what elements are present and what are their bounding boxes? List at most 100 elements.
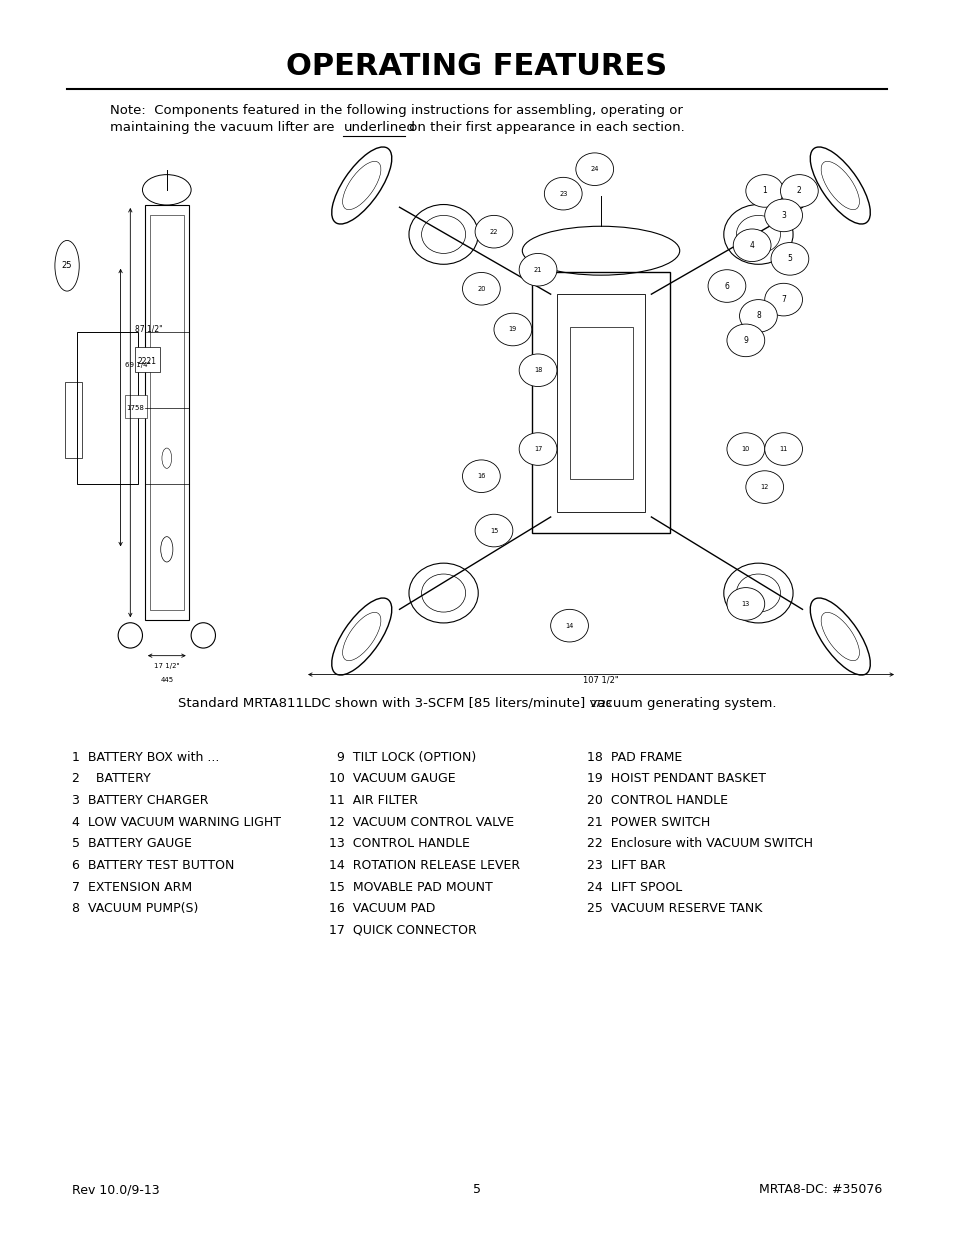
Text: 5: 5 bbox=[473, 1183, 480, 1197]
Text: 7: 7 bbox=[781, 295, 785, 304]
Text: 2728: 2728 bbox=[590, 700, 611, 709]
Text: maintaining the vacuum lifter are: maintaining the vacuum lifter are bbox=[110, 121, 338, 135]
Text: 3  BATTERY CHARGER: 3 BATTERY CHARGER bbox=[71, 794, 208, 808]
Text: 14  ROTATION RELEASE LEVER: 14 ROTATION RELEASE LEVER bbox=[329, 860, 519, 872]
Bar bbox=[126, 395, 147, 417]
Text: 9: 9 bbox=[742, 336, 747, 345]
Text: OPERATING FEATURES: OPERATING FEATURES bbox=[286, 52, 667, 80]
Text: 22  Enclosure with VACUUM SWITCH: 22 Enclosure with VACUUM SWITCH bbox=[586, 837, 812, 851]
Circle shape bbox=[745, 471, 782, 504]
Text: 17 1/2": 17 1/2" bbox=[153, 663, 179, 669]
Circle shape bbox=[544, 178, 581, 210]
Circle shape bbox=[733, 228, 770, 262]
Circle shape bbox=[726, 432, 764, 466]
Text: 25: 25 bbox=[62, 262, 72, 270]
Text: 20  CONTROL HANDLE: 20 CONTROL HANDLE bbox=[586, 794, 727, 808]
Text: 25  VACUUM RESERVE TANK: 25 VACUUM RESERVE TANK bbox=[586, 902, 761, 915]
Text: 69 1/4": 69 1/4" bbox=[126, 362, 151, 368]
Bar bbox=[569, 327, 632, 479]
Circle shape bbox=[55, 241, 79, 291]
Text: 12: 12 bbox=[760, 484, 768, 490]
Circle shape bbox=[475, 514, 513, 547]
Text: on their first appearance in each section.: on their first appearance in each sectio… bbox=[405, 121, 684, 135]
Point bbox=[399, 128, 411, 143]
Bar bbox=[65, 383, 82, 458]
Text: 2: 2 bbox=[796, 186, 801, 195]
Text: 8: 8 bbox=[756, 311, 760, 320]
Text: 445: 445 bbox=[160, 677, 173, 683]
Circle shape bbox=[494, 314, 531, 346]
Text: 16  VACUUM PAD: 16 VACUUM PAD bbox=[329, 902, 436, 915]
Circle shape bbox=[462, 273, 499, 305]
Text: 3: 3 bbox=[781, 211, 785, 220]
Text: 12  VACUUM CONTROL VALVE: 12 VACUUM CONTROL VALVE bbox=[329, 815, 514, 829]
Text: 19: 19 bbox=[508, 326, 517, 332]
Text: 24: 24 bbox=[590, 167, 598, 172]
Text: 16: 16 bbox=[476, 473, 485, 479]
Circle shape bbox=[462, 459, 499, 493]
Text: 18: 18 bbox=[534, 367, 541, 373]
Text: 23  LIFT BAR: 23 LIFT BAR bbox=[586, 860, 665, 872]
Text: 6: 6 bbox=[723, 282, 729, 290]
Text: 1758: 1758 bbox=[127, 405, 145, 410]
Text: 107 1/2": 107 1/2" bbox=[582, 676, 618, 684]
Text: 15: 15 bbox=[489, 527, 497, 534]
Circle shape bbox=[764, 199, 801, 232]
Circle shape bbox=[707, 269, 745, 303]
Text: 11  AIR FILTER: 11 AIR FILTER bbox=[329, 794, 417, 808]
Bar bbox=[557, 294, 644, 511]
Text: 6  BATTERY TEST BUTTON: 6 BATTERY TEST BUTTON bbox=[71, 860, 233, 872]
Bar bbox=[531, 273, 670, 534]
Bar bbox=[550, 693, 644, 715]
Text: 15  MOVABLE PAD MOUNT: 15 MOVABLE PAD MOUNT bbox=[329, 881, 493, 894]
Circle shape bbox=[770, 242, 808, 275]
Text: 13  CONTROL HANDLE: 13 CONTROL HANDLE bbox=[329, 837, 470, 851]
Text: 23: 23 bbox=[558, 190, 567, 196]
Bar bbox=[135, 347, 159, 372]
Text: 20: 20 bbox=[476, 285, 485, 291]
Text: underlined: underlined bbox=[343, 121, 415, 135]
Circle shape bbox=[726, 588, 764, 620]
Text: 5: 5 bbox=[786, 254, 792, 263]
Circle shape bbox=[764, 432, 801, 466]
Text: 14: 14 bbox=[565, 622, 573, 629]
Text: 87 1/2": 87 1/2" bbox=[135, 325, 163, 333]
Circle shape bbox=[550, 609, 588, 642]
Text: 18  PAD FRAME: 18 PAD FRAME bbox=[586, 751, 681, 764]
Text: 13: 13 bbox=[740, 601, 749, 606]
Text: 8  VACUUM PUMP(S): 8 VACUUM PUMP(S) bbox=[71, 902, 197, 915]
Text: 2221: 2221 bbox=[137, 357, 156, 367]
Text: 10: 10 bbox=[740, 446, 749, 452]
Circle shape bbox=[576, 153, 613, 185]
Text: 22: 22 bbox=[489, 228, 497, 235]
Text: Standard MRTA811LDC shown with 3-SCFM [85 liters/minute] vacuum generating syste: Standard MRTA811LDC shown with 3-SCFM [8… bbox=[177, 697, 776, 710]
Circle shape bbox=[764, 283, 801, 316]
Circle shape bbox=[518, 354, 557, 387]
Bar bbox=[76, 332, 137, 484]
Text: 21: 21 bbox=[534, 267, 541, 273]
Text: 4  LOW VACUUM WARNING LIGHT: 4 LOW VACUUM WARNING LIGHT bbox=[71, 815, 280, 829]
Circle shape bbox=[518, 432, 557, 466]
Text: 24  LIFT SPOOL: 24 LIFT SPOOL bbox=[586, 881, 681, 894]
Text: 19  HOIST PENDANT BASKET: 19 HOIST PENDANT BASKET bbox=[586, 773, 765, 785]
Text: 21  POWER SWITCH: 21 POWER SWITCH bbox=[586, 815, 709, 829]
Text: 1: 1 bbox=[761, 186, 766, 195]
Bar bbox=[157, 669, 176, 689]
Circle shape bbox=[518, 253, 557, 287]
Circle shape bbox=[739, 300, 777, 332]
Circle shape bbox=[780, 174, 818, 207]
Text: 10  VACUUM GAUGE: 10 VACUUM GAUGE bbox=[329, 773, 456, 785]
Text: 9  TILT LOCK (OPTION): 9 TILT LOCK (OPTION) bbox=[329, 751, 476, 764]
Bar bbox=[145, 205, 189, 620]
Text: Rev 10.0/9-13: Rev 10.0/9-13 bbox=[71, 1183, 159, 1197]
Text: 5  BATTERY GAUGE: 5 BATTERY GAUGE bbox=[71, 837, 192, 851]
Text: Note:  Components featured in the following instructions for assembling, operati: Note: Components featured in the followi… bbox=[110, 104, 681, 117]
Point bbox=[337, 128, 349, 143]
Circle shape bbox=[726, 324, 764, 357]
Text: MRTA8-DC: #35076: MRTA8-DC: #35076 bbox=[759, 1183, 882, 1197]
Text: 17: 17 bbox=[534, 446, 541, 452]
Circle shape bbox=[745, 174, 782, 207]
Text: 11: 11 bbox=[779, 446, 787, 452]
Text: 4: 4 bbox=[749, 241, 754, 249]
Circle shape bbox=[475, 215, 513, 248]
